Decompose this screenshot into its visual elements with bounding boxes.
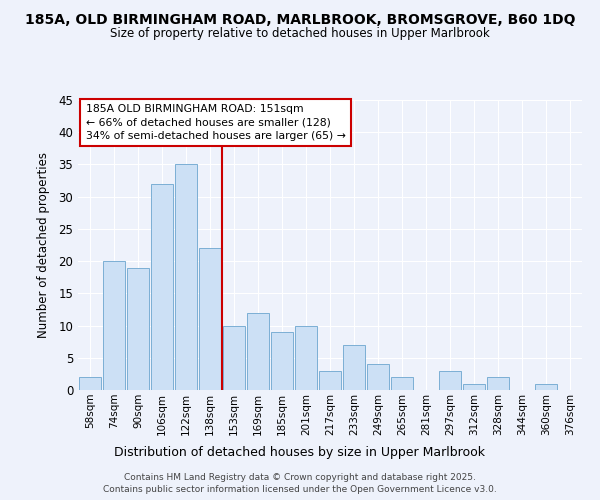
Bar (343, 345, 365, 390)
Text: Distribution of detached houses by size in Upper Marlbrook: Distribution of detached houses by size … (115, 446, 485, 459)
Bar (295, 326, 317, 390)
Bar (439, 370, 461, 390)
Bar (391, 377, 413, 390)
Bar (487, 377, 509, 390)
Y-axis label: Number of detached properties: Number of detached properties (37, 152, 50, 338)
Bar (79, 377, 101, 390)
Bar (535, 384, 557, 390)
Bar (223, 326, 245, 390)
Bar (103, 261, 125, 390)
Bar (463, 384, 485, 390)
Text: 185A, OLD BIRMINGHAM ROAD, MARLBROOK, BROMSGROVE, B60 1DQ: 185A, OLD BIRMINGHAM ROAD, MARLBROOK, BR… (25, 12, 575, 26)
Bar (175, 164, 197, 390)
Bar (127, 268, 149, 390)
Bar (367, 364, 389, 390)
Bar (247, 312, 269, 390)
Text: 185A OLD BIRMINGHAM ROAD: 151sqm
← 66% of detached houses are smaller (128)
34% : 185A OLD BIRMINGHAM ROAD: 151sqm ← 66% o… (86, 104, 346, 141)
Text: Contains HM Land Registry data © Crown copyright and database right 2025.: Contains HM Land Registry data © Crown c… (124, 472, 476, 482)
Text: Contains public sector information licensed under the Open Government Licence v3: Contains public sector information licen… (103, 485, 497, 494)
Bar (151, 184, 173, 390)
Text: Size of property relative to detached houses in Upper Marlbrook: Size of property relative to detached ho… (110, 28, 490, 40)
Bar (319, 370, 341, 390)
Bar (271, 332, 293, 390)
Bar (199, 248, 221, 390)
